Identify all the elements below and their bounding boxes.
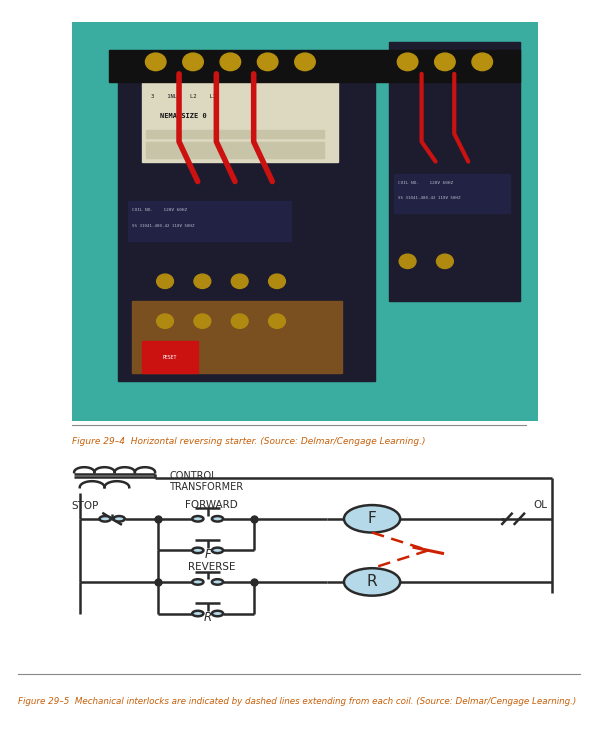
Text: F: F [368, 512, 377, 526]
Circle shape [114, 516, 125, 521]
Circle shape [194, 314, 210, 329]
Circle shape [344, 505, 400, 533]
Text: OL: OL [533, 501, 548, 510]
Circle shape [183, 53, 203, 70]
Circle shape [192, 579, 203, 585]
Text: REVERSE: REVERSE [188, 562, 236, 572]
Text: SS 31041-400-42 110V 50HZ: SS 31041-400-42 110V 50HZ [132, 225, 195, 228]
Text: R: R [203, 611, 212, 624]
Circle shape [192, 516, 203, 521]
Circle shape [344, 568, 400, 596]
Text: SS 31041-400-42 110V 50HZ: SS 31041-400-42 110V 50HZ [398, 196, 461, 201]
Text: 3    1NL1   L2    L3: 3 1NL1 L2 L3 [151, 94, 216, 99]
Circle shape [145, 53, 166, 70]
Bar [147, 130, 324, 138]
Circle shape [397, 53, 418, 70]
Text: CONTROL
TRANSFORMER: CONTROL TRANSFORMER [169, 471, 243, 493]
Bar [132, 302, 342, 373]
Bar [389, 42, 520, 302]
Circle shape [192, 610, 203, 616]
Circle shape [212, 516, 223, 521]
Bar [142, 82, 338, 162]
Circle shape [192, 548, 203, 553]
Bar [142, 341, 198, 373]
Bar [128, 201, 291, 242]
Bar [147, 150, 324, 157]
Text: Figure 29–4  Horizontal reversing starter. (Source: Delmar/Cengage Learning.): Figure 29–4 Horizontal reversing starter… [72, 437, 425, 446]
Text: FORWARD: FORWARD [185, 500, 238, 509]
Circle shape [157, 274, 173, 288]
Bar [118, 62, 375, 381]
Circle shape [269, 274, 285, 288]
Text: NEMA SIZE 0: NEMA SIZE 0 [160, 113, 207, 119]
Text: COIL NO.    120V 60HZ: COIL NO. 120V 60HZ [398, 181, 453, 184]
Text: COIL NO.    120V 60HZ: COIL NO. 120V 60HZ [132, 209, 188, 212]
Text: STOP: STOP [72, 501, 99, 511]
Circle shape [269, 314, 285, 329]
Circle shape [399, 254, 416, 269]
Circle shape [99, 516, 111, 521]
Circle shape [295, 53, 315, 70]
Circle shape [231, 314, 248, 329]
Circle shape [257, 53, 278, 70]
Bar [393, 173, 510, 214]
Bar [147, 143, 324, 149]
Text: Figure 29–5  Mechanical interlocks are indicated by dashed lines extending from : Figure 29–5 Mechanical interlocks are in… [18, 698, 576, 706]
Text: F: F [205, 548, 211, 561]
Circle shape [212, 610, 223, 616]
Circle shape [435, 53, 455, 70]
Circle shape [472, 53, 493, 70]
Circle shape [231, 274, 248, 288]
Circle shape [157, 314, 173, 329]
Circle shape [212, 548, 223, 553]
Circle shape [194, 274, 210, 288]
Circle shape [220, 53, 240, 70]
Text: RESET: RESET [163, 355, 177, 360]
Bar [109, 50, 520, 82]
Text: R: R [367, 575, 377, 589]
Circle shape [212, 579, 223, 585]
Circle shape [437, 254, 453, 269]
